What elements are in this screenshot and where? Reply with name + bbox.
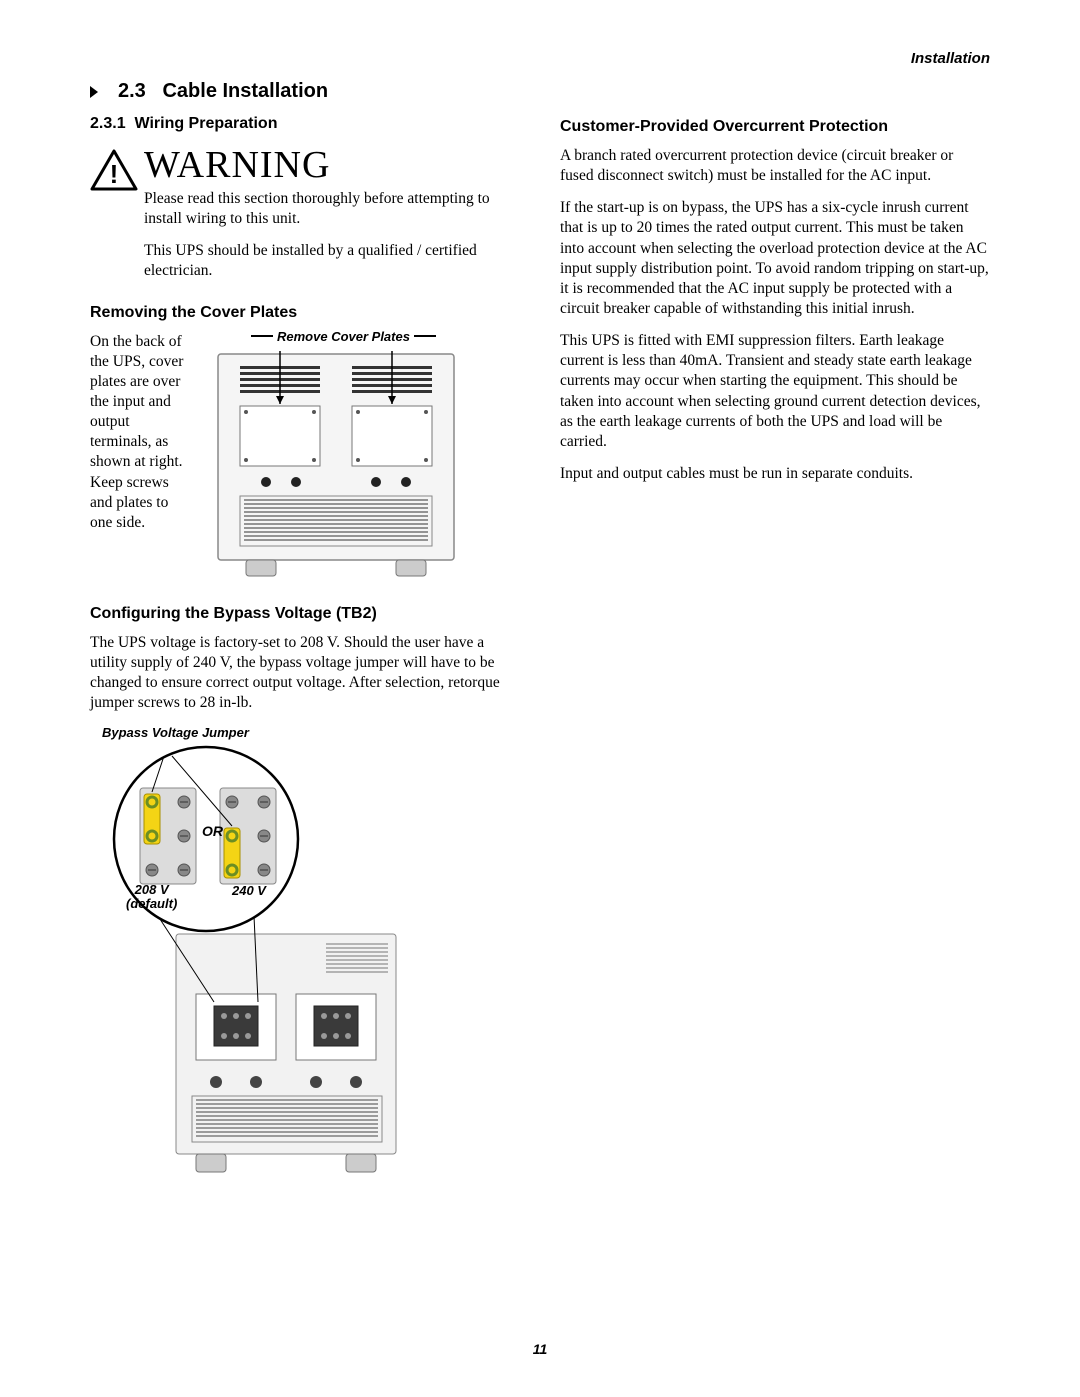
left-column: 2.3 Cable Installation 2.3.1 Wiring Prep… xyxy=(90,80,520,1189)
overcurrent-p2: If the start-up is on bypass, the UPS ha… xyxy=(560,198,990,319)
cover-plates-figure-label: Remove Cover Plates xyxy=(277,329,410,344)
warning-text-2: This UPS should be installed by a qualif… xyxy=(144,241,520,281)
bypass-text: The UPS voltage is factory-set to 208 V.… xyxy=(90,633,520,714)
bypass-or-label: OR xyxy=(202,823,223,839)
section-title: Cable Installation xyxy=(162,80,328,102)
bypass-figure: Bypass Voltage Jumper xyxy=(96,725,416,1189)
overcurrent-p3: This UPS is fitted with EMI suppression … xyxy=(560,331,990,452)
section-bullet-icon xyxy=(90,86,98,98)
right-column: Customer-Provided Overcurrent Protection… xyxy=(560,80,990,1189)
bypass-208v-label: 208 V xyxy=(126,883,177,897)
page-number: 11 xyxy=(0,1341,1080,1357)
warning-title: WARNING xyxy=(144,143,520,187)
svg-text:!: ! xyxy=(110,159,119,189)
cover-plates-text: On the back of the UPS, cover plates are… xyxy=(90,332,184,591)
overcurrent-p4: Input and output cables must be run in s… xyxy=(560,464,990,484)
warning-block: ! WARNING Please read this section thoro… xyxy=(90,143,520,294)
overcurrent-p1: A branch rated overcurrent protection de… xyxy=(560,146,990,186)
page-header-section: Installation xyxy=(911,50,990,67)
warning-icon: ! xyxy=(90,149,138,191)
bypass-heading: Configuring the Bypass Voltage (TB2) xyxy=(90,605,520,623)
cover-plates-heading: Removing the Cover Plates xyxy=(90,304,520,322)
subsection-heading: 2.3.1 Wiring Preparation xyxy=(90,115,520,133)
bypass-240v-label: 240 V xyxy=(232,883,266,898)
warning-text-1: Please read this section thoroughly befo… xyxy=(144,189,520,229)
subsection-number: 2.3.1 xyxy=(90,115,126,132)
overcurrent-heading: Customer-Provided Overcurrent Protection xyxy=(560,118,990,136)
section-heading: 2.3 Cable Installation xyxy=(90,80,520,103)
cover-plates-figure xyxy=(196,346,476,586)
bypass-figure-label: Bypass Voltage Jumper xyxy=(102,725,416,740)
section-number: 2.3 xyxy=(118,80,146,102)
bypass-208v-default: (default) xyxy=(126,897,177,911)
subsection-title: Wiring Preparation xyxy=(134,115,277,132)
